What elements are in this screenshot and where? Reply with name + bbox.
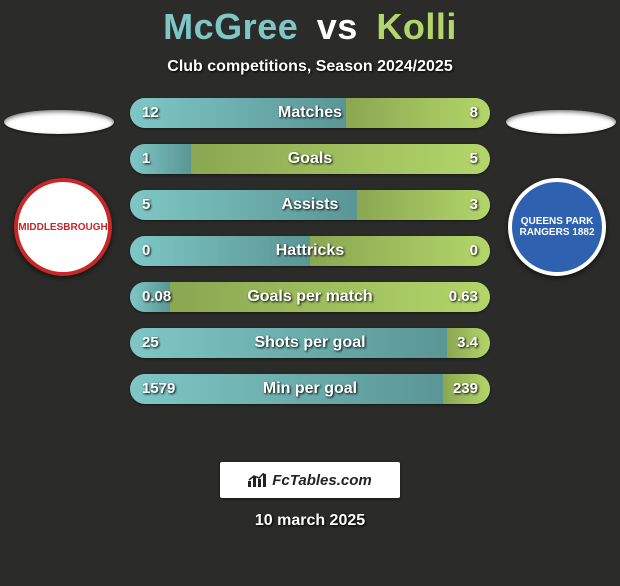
stat-fill-a — [130, 190, 357, 220]
stat-fill-b — [170, 282, 490, 312]
stat-value-a: 25 — [142, 328, 159, 358]
stat-row-shots-per-goal: 253.4Shots per goal — [130, 328, 490, 358]
brand-badge: FcTables.com — [220, 462, 400, 498]
stat-value-b: 3.4 — [457, 328, 478, 358]
stat-bars: 128Matches15Goals53Assists00Hattricks0.0… — [130, 98, 490, 420]
stat-fill-a — [130, 374, 443, 404]
stat-value-b: 8 — [470, 98, 478, 128]
flag-right — [506, 110, 616, 134]
stat-value-a: 0 — [142, 236, 150, 266]
stat-fill-b — [191, 144, 490, 174]
stat-value-a: 12 — [142, 98, 159, 128]
stat-value-b: 239 — [453, 374, 478, 404]
stat-value-b: 5 — [470, 144, 478, 174]
stat-value-b: 0.63 — [449, 282, 478, 312]
club-crest-right: QUEENS PARK RANGERS 1882 — [508, 178, 606, 276]
comparison-body: MIDDLESBROUGH QUEENS PARK RANGERS 1882 1… — [0, 98, 620, 448]
stat-fill-a — [130, 144, 191, 174]
subtitle: Club competitions, Season 2024/2025 — [0, 58, 620, 76]
stat-value-a: 5 — [142, 190, 150, 220]
brand-chart-icon — [248, 473, 266, 487]
stat-fill-a — [130, 236, 310, 266]
stat-row-matches: 128Matches — [130, 98, 490, 128]
stat-row-goals-per-match: 0.080.63Goals per match — [130, 282, 490, 312]
stat-row-hattricks: 00Hattricks — [130, 236, 490, 266]
stat-row-goals: 15Goals — [130, 144, 490, 174]
stat-fill-a — [130, 328, 447, 358]
player-b-name: Kolli — [376, 6, 457, 47]
club-crest-left: MIDDLESBROUGH — [14, 178, 112, 276]
brand-text: FcTables.com — [272, 472, 371, 489]
stat-value-b: 3 — [470, 190, 478, 220]
date-text: 10 march 2025 — [0, 512, 620, 530]
stat-fill-a — [130, 98, 346, 128]
stat-row-assists: 53Assists — [130, 190, 490, 220]
stat-value-a: 1 — [142, 144, 150, 174]
player-a-name: McGree — [163, 6, 298, 47]
flag-left — [4, 110, 114, 134]
stat-fill-b — [346, 98, 490, 128]
stat-value-a: 0.08 — [142, 282, 171, 312]
vs-text: vs — [317, 6, 358, 47]
stat-value-b: 0 — [470, 236, 478, 266]
comparison-title: McGree vs Kolli — [0, 6, 620, 48]
stat-row-min-per-goal: 1579239Min per goal — [130, 374, 490, 404]
stat-fill-b — [310, 236, 490, 266]
stat-value-a: 1579 — [142, 374, 175, 404]
